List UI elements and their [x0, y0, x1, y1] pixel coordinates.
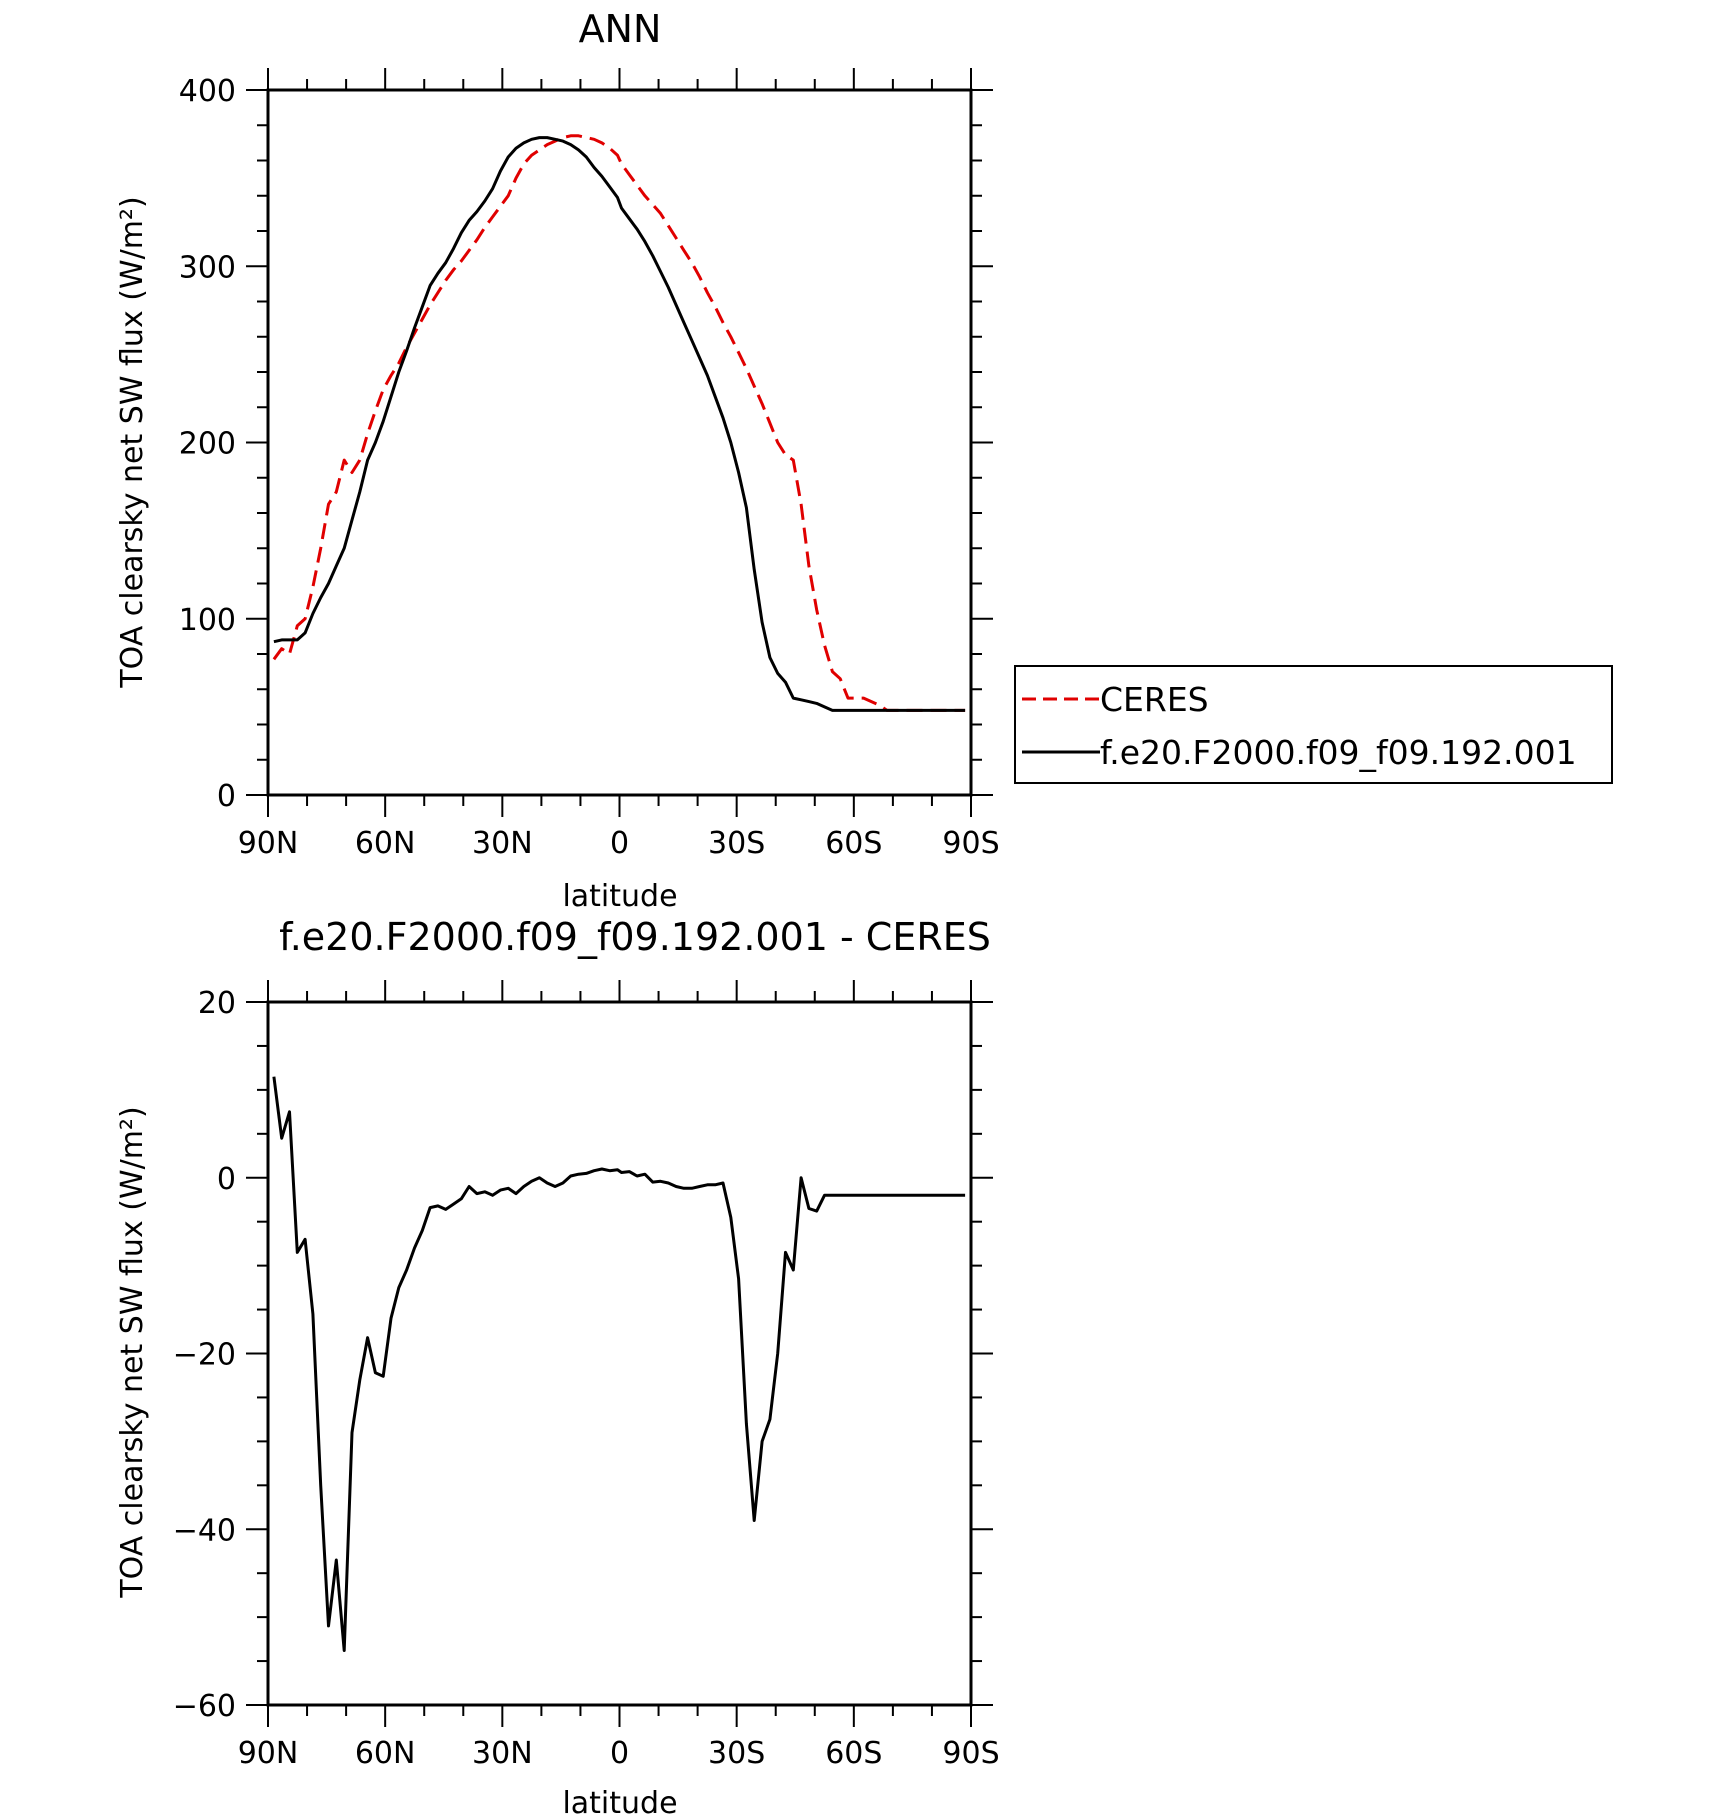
legend-box	[1014, 665, 1613, 784]
series-line-f-e20-f2000-f09-f09-192-001	[273, 136, 966, 712]
top-panel-title: ANN	[579, 7, 662, 51]
series-line-ceres	[272, 134, 966, 712]
bottom-panel: f.e20.F2000.f09_f09.192.001 - CERES −60−…	[115, 915, 1000, 1816]
y-tick-label: −20	[173, 1338, 236, 1373]
y-tick-label: −60	[173, 1689, 236, 1724]
y-tick-label: 300	[179, 250, 236, 285]
x-tick-label: 30S	[708, 1736, 765, 1771]
legend-label-ceres: CERES	[1100, 680, 1209, 719]
y-tick-label: −40	[173, 1513, 236, 1548]
bottom-panel-tick-labels: −60 −40 −20 0 20 90N 60N 30N 0 30S 60S 90S	[173, 986, 1000, 1771]
legend-label-model: f.e20.F2000.f09_f09.192.001	[1100, 733, 1577, 772]
x-tick-label: 60N	[355, 1736, 416, 1771]
x-tick-label: 60S	[825, 826, 882, 861]
x-tick-label: 60S	[825, 1736, 882, 1771]
y-tick-label: 200	[179, 427, 236, 462]
y-tick-label: 0	[217, 1162, 236, 1197]
y-tick-label: 0	[217, 779, 236, 814]
top-panel-ticks	[246, 68, 993, 817]
y-tick-label: 20	[198, 986, 236, 1021]
bottom-panel-xlabel: latitude	[562, 1786, 677, 1816]
x-tick-label: 90N	[238, 826, 299, 861]
x-tick-label: 30N	[472, 826, 533, 861]
x-tick-label: 30S	[708, 826, 765, 861]
x-tick-label: 30N	[472, 1736, 533, 1771]
bottom-panel-ylabel: TOA clearsky net SW flux (W/m²)	[115, 1106, 150, 1598]
y-tick-label: 100	[179, 603, 236, 638]
x-tick-label: 90S	[942, 1736, 999, 1771]
top-panel-lines	[272, 134, 966, 712]
top-panel: ANN 0 100 200 300 400 90N 60N 30N 0 30S 60S 90S lat…	[115, 7, 1613, 914]
top-panel-xlabel: latitude	[562, 879, 677, 914]
x-tick-label: 60N	[355, 826, 416, 861]
x-tick-label: 0	[610, 1736, 629, 1771]
top-panel-tick-labels: 0 100 200 300 400 90N 60N 30N 0 30S 60S 90S	[179, 74, 1000, 861]
top-panel-ylabel: TOA clearsky net SW flux (W/m²)	[115, 196, 150, 688]
bottom-panel-ticks	[246, 980, 993, 1727]
x-tick-label: 90N	[238, 1736, 299, 1771]
bottom-panel-lines	[272, 1076, 966, 1652]
top-panel-frame	[266, 88, 973, 797]
series-line-difference	[272, 1076, 966, 1652]
x-tick-label: 90S	[942, 826, 999, 861]
x-tick-label: 0	[610, 826, 629, 861]
legend: CERES f.e20.F2000.f09_f09.192.001	[1014, 665, 1613, 784]
bottom-panel-title: f.e20.F2000.f09_f09.192.001 - CERES	[279, 915, 991, 959]
y-tick-label: 400	[179, 74, 236, 109]
bottom-panel-frame	[266, 1000, 973, 1707]
